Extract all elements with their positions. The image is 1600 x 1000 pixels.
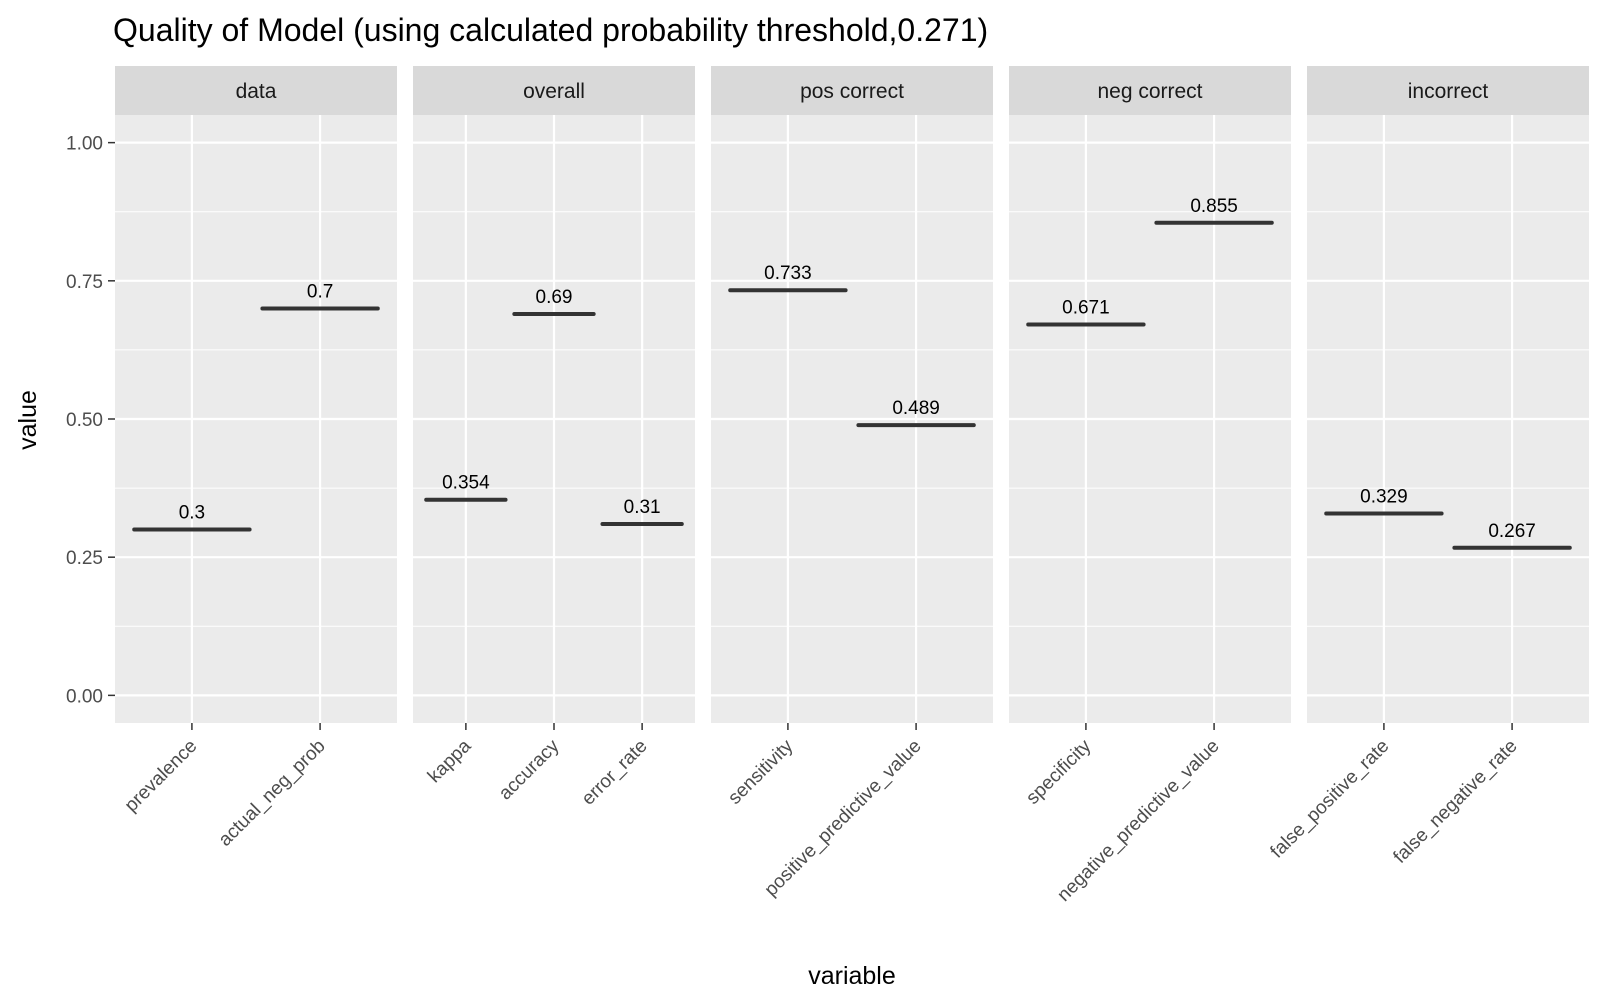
facet-strip	[115, 66, 397, 115]
facet-strip	[1009, 66, 1291, 115]
facet-strip	[413, 66, 695, 115]
y-tick-label: 1.00	[66, 134, 103, 155]
y-tick-label: 0.00	[66, 686, 103, 707]
facet-panel-incorrect: incorrect 0.329 false_positive_rate 0.267 fa…	[1267, 66, 1589, 868]
data-label: 0.3	[179, 503, 205, 524]
y-axis-title: value	[14, 390, 42, 450]
data-label: 0.671	[1062, 297, 1110, 318]
facet-strip-label: overall	[523, 80, 585, 103]
data-label: 0.329	[1360, 487, 1408, 508]
y-tick-label: 0.25	[66, 548, 103, 569]
chart-title: Quality of Model (using calculated proba…	[113, 12, 988, 48]
data-label: 0.31	[624, 497, 661, 518]
facet-strip-label: incorrect	[1408, 80, 1489, 103]
facet-strip-label: data	[236, 80, 277, 103]
x-tick-label: actual_neg_prob	[215, 736, 330, 851]
facet-panel-pos-correct: pos correct0.733sensitivity0.489positive…	[711, 66, 993, 901]
facet-strip-label: pos correct	[800, 80, 904, 103]
x-tick-label: accuracy	[495, 735, 564, 804]
facet-panel-overall: overall 0.354 kappa 0.69 accuracy 0.31 error_r…	[413, 66, 695, 810]
facet-panels: data 0.3 prevalence 0.7 actual_neg_prob overa…	[115, 66, 1589, 906]
facet-panel-data: data 0.3 prevalence 0.7 actual_neg_prob	[115, 66, 397, 851]
data-label: 0.855	[1190, 196, 1238, 217]
x-tick-label: false_positive_rate	[1267, 736, 1394, 863]
x-tick-label: false_negative_rate	[1390, 736, 1522, 868]
data-label: 0.267	[1488, 521, 1536, 542]
data-label: 0.69	[536, 287, 573, 308]
x-tick-label: kappa	[424, 735, 476, 787]
facet-strip	[1307, 66, 1589, 115]
x-tick-label: prevalence	[121, 736, 202, 817]
x-axis-title: variable	[808, 962, 896, 990]
facet-panel-neg-correct: neg correct0.671specificity0.855negative…	[1009, 66, 1291, 906]
y-tick-label: 0.75	[66, 272, 103, 293]
x-tick-label: specificity	[1022, 735, 1095, 808]
facet-strip	[711, 66, 993, 115]
data-label: 0.354	[442, 473, 490, 494]
x-tick-label: sensitivity	[724, 735, 797, 808]
data-label: 0.733	[764, 263, 812, 284]
data-label: 0.7	[307, 281, 333, 302]
data-label: 0.489	[892, 398, 940, 419]
facet-strip-label: neg correct	[1097, 80, 1202, 103]
y-tick-label: 0.50	[66, 410, 103, 431]
y-axis: 0.00 0.25 0.50 0.75 1.00	[66, 134, 115, 707]
x-tick-label: error_rate	[578, 736, 652, 810]
